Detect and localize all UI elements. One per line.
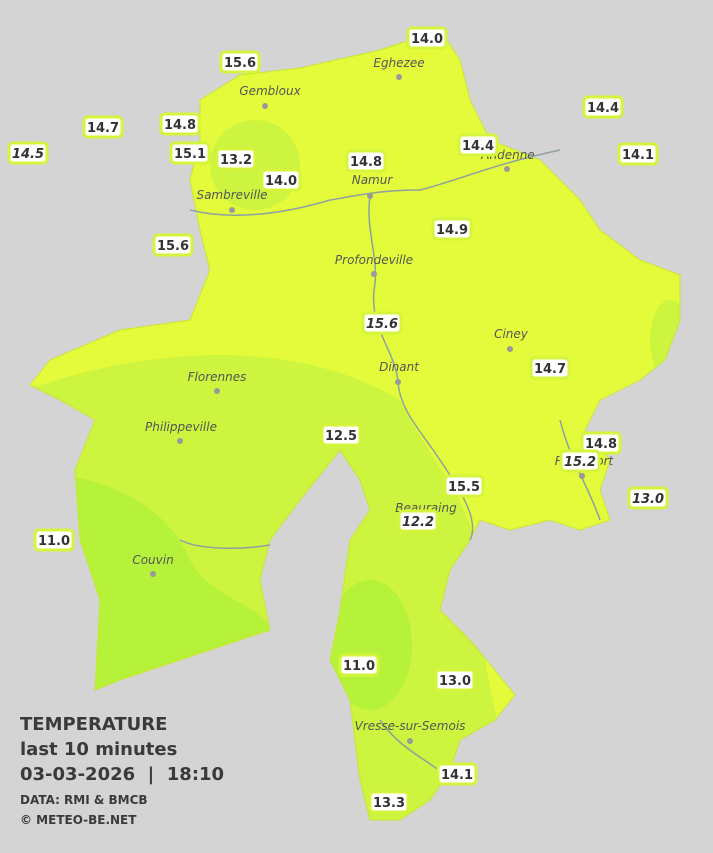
station-box [7, 141, 49, 165]
city-label: Dinant [379, 360, 420, 374]
station-value: 12.5 [325, 429, 357, 444]
city-dot [371, 271, 377, 277]
city-dot [395, 379, 401, 385]
station-value: 15.5 [448, 480, 480, 495]
city-dot [407, 738, 413, 744]
legend-datetime: 03-03-2026 | 18:10 [20, 764, 224, 785]
station-value: 13.0 [439, 674, 471, 689]
city-label: Sambreville [196, 188, 267, 202]
station-box [260, 168, 302, 192]
station-value: 14.4 [462, 139, 494, 154]
city-label: Ciney [494, 327, 529, 341]
city-dot [504, 166, 510, 172]
station-value: 12.2 [402, 515, 434, 530]
station-value: 15.1 [174, 147, 206, 162]
city-label: Namur [352, 173, 394, 187]
station-box [82, 115, 124, 139]
station-value: 11.0 [343, 659, 375, 674]
station-box [361, 311, 403, 335]
station-value: 13.3 [373, 796, 405, 811]
station-value: 14.8 [585, 437, 617, 452]
legend-subtitle: last 10 minutes [20, 739, 177, 760]
legend-title: TEMPERATURE [20, 714, 167, 735]
city-label: Couvin [132, 553, 173, 567]
station-value: 11.0 [38, 534, 70, 549]
station-box [33, 528, 75, 552]
city-dot [367, 193, 373, 199]
city-dot [262, 103, 268, 109]
station-value: 15.6 [366, 317, 398, 332]
station-box [434, 668, 476, 692]
station-value: 15.6 [224, 56, 256, 71]
station-box [582, 95, 624, 119]
city-dot [214, 388, 220, 394]
station-box [215, 147, 257, 171]
station-box [443, 474, 485, 498]
station-box [406, 26, 448, 50]
station-value: 14.4 [587, 101, 619, 116]
city-label: Gembloux [239, 84, 301, 98]
station-box [529, 356, 571, 380]
city-label: Vresse-sur-Semois [355, 719, 466, 733]
station-box [159, 112, 201, 136]
legend-copyright: © METEO-BE.NET [20, 813, 137, 827]
station-box [152, 233, 194, 257]
legend: TEMPERATURE last 10 minutes 03-03-2026 |… [20, 714, 224, 827]
station-box [219, 50, 261, 74]
station-box [627, 486, 669, 510]
city-dot [507, 346, 513, 352]
station-box [457, 133, 499, 157]
station-value: 15.2 [564, 455, 596, 470]
station-box [431, 217, 473, 241]
city-dot [177, 438, 183, 444]
station-value: 14.8 [350, 155, 382, 170]
station-value: 14.7 [87, 121, 119, 136]
city-dot [229, 207, 235, 213]
station-value: 14.7 [534, 362, 566, 377]
station-box [368, 790, 410, 814]
city-dot [396, 74, 402, 80]
station-box [436, 762, 478, 786]
city-label: Profondeville [335, 253, 413, 267]
city-dot [150, 571, 156, 577]
station-value: 14.9 [436, 223, 468, 238]
city-label: Eghezee [373, 56, 424, 70]
stations: 14.0 15.6 14.4 14.7 14.8 14.5 15.1 13.2 14.4 14.1… [7, 26, 669, 814]
station-box [345, 149, 387, 173]
station-value: 13.2 [220, 153, 252, 168]
station-box [617, 142, 659, 166]
station-value: 15.6 [157, 239, 189, 254]
station-box [397, 509, 439, 533]
cities: EghezeeGemblouxAndenneNamurSambrevillePr… [132, 56, 615, 744]
station-value: 14.0 [265, 174, 297, 189]
city-label: Philippeville [145, 420, 217, 434]
station-value: 14.1 [441, 768, 473, 783]
legend-source: DATA: RMI & BMCB [20, 793, 148, 807]
station-box [580, 431, 622, 455]
city-dot [579, 473, 585, 479]
station-value: 14.0 [411, 32, 443, 47]
station-box [559, 449, 601, 473]
station-value: 14.5 [12, 147, 44, 162]
station-box [320, 423, 362, 447]
station-value: 13.0 [632, 492, 664, 507]
station-value: 14.1 [622, 148, 654, 163]
station-box [169, 141, 211, 165]
station-value: 14.8 [164, 118, 196, 133]
station-box [338, 653, 380, 677]
city-label: Florennes [188, 370, 247, 384]
